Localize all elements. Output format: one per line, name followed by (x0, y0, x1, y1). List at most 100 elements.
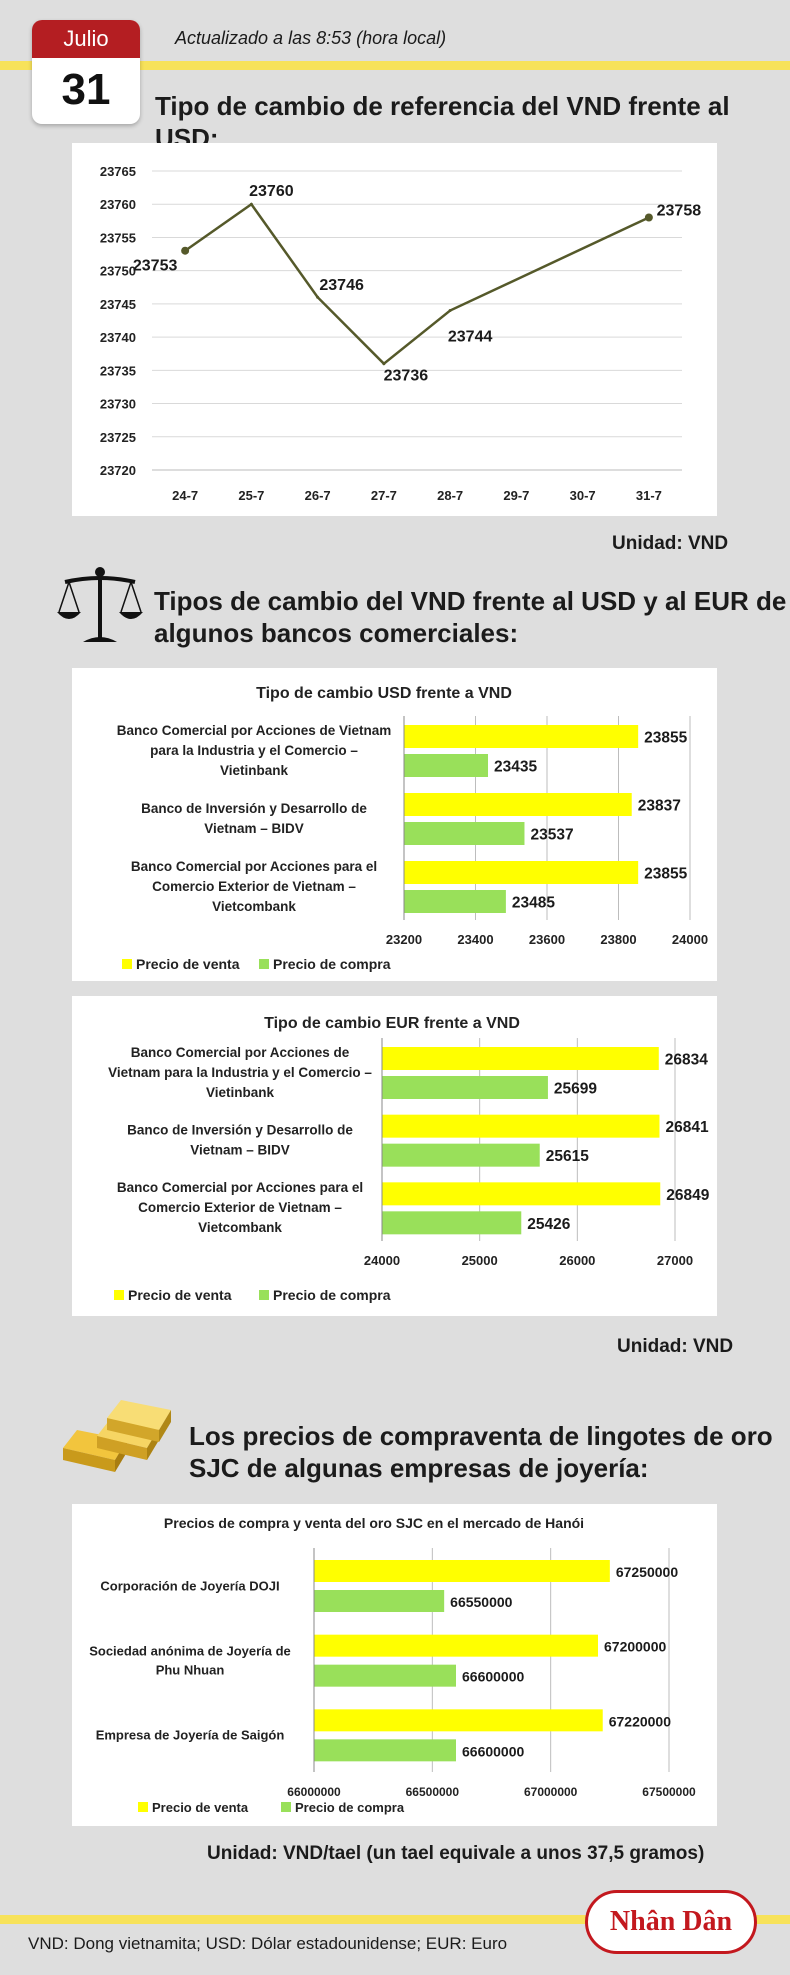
x-tick-label: 24000 (672, 932, 708, 947)
chart4-panel: Precios de compra y venta del oro SJC en… (72, 1504, 717, 1826)
y-tick-label: 23765 (100, 164, 136, 179)
data-label: 23485 (512, 895, 555, 912)
data-label: 23753 (133, 258, 178, 275)
legend-label: Precio de compra (273, 956, 391, 972)
data-label: 23746 (319, 277, 364, 294)
eur-banks-bar-chart: Tipo de cambio EUR frente a VND 24000 2500… (108, 1015, 710, 1303)
x-tick-label: 23400 (457, 932, 493, 947)
x-tick-label: 25-7 (238, 488, 264, 503)
data-label: 23855 (644, 730, 687, 747)
legend-label: Precio de compra (295, 1800, 405, 1815)
x-tick-label: 29-7 (503, 488, 529, 503)
category-label: Empresa de Joyería de Saigón (96, 1728, 285, 1743)
y-tick-label: 23725 (100, 430, 136, 445)
x-tick-label: 24000 (364, 1253, 400, 1268)
sell-bar (404, 725, 639, 748)
data-point (382, 362, 386, 366)
x-tick-label: 27-7 (371, 488, 397, 503)
legend-swatch-buy (259, 959, 269, 969)
data-point (181, 246, 190, 255)
buy-bar (314, 1590, 445, 1612)
chart-title: Precios de compra y venta del oro SJC en… (164, 1515, 584, 1531)
date-month: Julio (32, 20, 140, 58)
y-tick-label: 23730 (100, 397, 136, 412)
nhan-dan-logo[interactable]: Nhân Dân (585, 1890, 757, 1954)
bottom-band (0, 1915, 790, 1924)
series-line (184, 202, 650, 366)
section3-title-line2: SJC de algunas empresas de joyería: (189, 1453, 649, 1483)
sell-bar (382, 1047, 659, 1070)
sell-bar (314, 1634, 598, 1657)
top-band (0, 61, 790, 70)
data-label: 23758 (657, 203, 702, 220)
data-point (316, 295, 320, 299)
x-tick-label: 26000 (559, 1253, 595, 1268)
x-tick-label: 28-7 (437, 488, 463, 503)
buy-bar (314, 1664, 456, 1687)
x-tick-label: 23600 (529, 932, 565, 947)
category-label: Banco Comercial por Acciones para el (131, 859, 377, 874)
date-badge: Julio 31 (32, 20, 140, 124)
data-label: 66550000 (450, 1594, 513, 1610)
buy-bar (382, 1143, 540, 1167)
category-label: Vietnam – BIDV (204, 821, 304, 836)
update-time: Actualizado a las 8:53 (hora local) (175, 28, 447, 48)
y-tick-label: 23755 (100, 230, 136, 245)
chart-title: Tipo de cambio USD frente a VND (256, 685, 512, 702)
data-label: 25426 (527, 1216, 570, 1233)
data-label: 66600000 (462, 1743, 525, 1759)
category-label: Vietcombank (198, 1220, 282, 1235)
data-label: 23855 (644, 866, 687, 883)
gold-prices-bar-chart: Precios de compra y venta del oro SJC en… (89, 1515, 696, 1815)
section2-title-line1: Tipos de cambio del VND frente al USD y … (154, 586, 787, 616)
chart3-panel: Tipo de cambio EUR frente a VND 24000 2500… (72, 996, 717, 1316)
date-day: 31 (61, 65, 111, 114)
sell-bar (404, 861, 639, 884)
x-tick-label: 23800 (600, 932, 636, 947)
x-tick-label: 30-7 (570, 488, 596, 503)
category-label: Banco de Inversión y Desarrollo de (127, 1123, 353, 1138)
category-label: para la Industria y el Comercio – (150, 743, 358, 758)
chart1-panel: 23720 23725 23730 23735 23740 23745 23750 23755… (72, 143, 717, 516)
y-tick-label: 23720 (100, 463, 136, 478)
legend-swatch-buy (259, 1290, 269, 1300)
data-label: 26849 (666, 1187, 709, 1204)
legend-label: Precio de venta (128, 1287, 232, 1303)
usd-reference-line-chart: 23720 23725 23730 23735 23740 23745 23750 23755… (100, 164, 702, 503)
sell-bar (382, 1182, 661, 1206)
x-tick-label: 25000 (462, 1253, 498, 1268)
buy-bar (314, 1739, 456, 1762)
category-label: Corporación de Joyería DOJI (100, 1578, 279, 1593)
data-label: 66600000 (462, 1669, 525, 1685)
category-label: Vietinbank (206, 1085, 275, 1100)
section3-unit: Unidad: VND/tael (un tael equivale a uno… (207, 1843, 705, 1864)
x-tick-label: 24-7 (172, 488, 198, 503)
data-label: 26834 (665, 1052, 708, 1069)
sell-bar (404, 793, 632, 816)
data-label: 23760 (249, 183, 294, 200)
category-label: Sociedad anónima de Joyería de (89, 1644, 291, 1659)
y-tick-label: 23750 (100, 264, 136, 279)
data-label: 23744 (448, 329, 493, 346)
sell-bar (382, 1114, 660, 1138)
legend-swatch-sell (122, 959, 132, 969)
category-label: Banco Comercial por Acciones de Vietnam (117, 723, 392, 738)
data-point (644, 213, 653, 222)
chart-title: Tipo de cambio EUR frente a VND (264, 1015, 520, 1032)
legend-swatch-sell (138, 1802, 148, 1812)
data-label: 67250000 (616, 1564, 679, 1580)
data-label: 25615 (546, 1148, 589, 1165)
x-tick-label: 31-7 (636, 488, 662, 503)
category-label: Banco Comercial por Acciones para el (117, 1180, 363, 1195)
x-tick-label: 27000 (657, 1253, 693, 1268)
data-label: 23435 (494, 759, 537, 776)
y-tick-label: 23760 (100, 197, 136, 212)
legend-label: Precio de venta (136, 956, 240, 972)
data-point (448, 309, 452, 313)
x-tick-label: 67500000 (642, 1785, 696, 1799)
x-tick-label: 23200 (386, 932, 422, 947)
chart2-panel: Tipo de cambio USD frente a VND 23200 2340… (72, 668, 717, 981)
data-label: 23537 (530, 827, 573, 844)
buy-bar (404, 754, 489, 777)
data-label: 23837 (638, 798, 681, 815)
